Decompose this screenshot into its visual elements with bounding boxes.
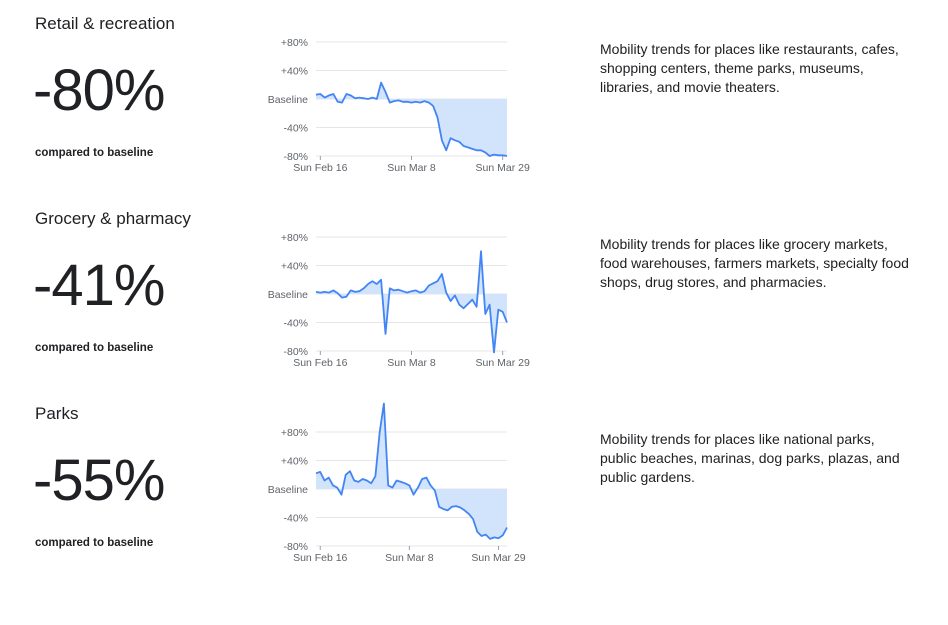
y-tick-label: Baseline bbox=[268, 94, 308, 106]
compared-label: compared to baseline bbox=[35, 537, 154, 549]
parks-chart: +80% +40% Baseline -40% -80%Sun Feb 16 Sun Ma… bbox=[268, 402, 526, 564]
y-tick-label: +40% bbox=[281, 261, 308, 273]
x-tick-label: Sun Mar 8 bbox=[387, 357, 436, 369]
series-line bbox=[315, 402, 508, 540]
y-tick-label: +80% bbox=[281, 232, 308, 244]
x-tick-label: Sun Feb 16 bbox=[293, 357, 347, 369]
category-title: Grocery & pharmacy bbox=[35, 209, 191, 228]
x-tick-label: Sun Mar 29 bbox=[476, 162, 530, 174]
y-tick-label: -40% bbox=[283, 513, 308, 525]
y-tick-label: +80% bbox=[281, 37, 308, 49]
y-tick-label: Baseline bbox=[268, 484, 308, 496]
series-area bbox=[316, 82, 507, 156]
category-title: Retail & recreation bbox=[35, 14, 175, 33]
x-tick-label: Sun Mar 8 bbox=[385, 552, 434, 564]
y-tick-label: -80% bbox=[283, 346, 308, 358]
compared-label: compared to baseline bbox=[35, 342, 154, 354]
retail-chart: +80% +40% Baseline -40% -80%Sun Feb 16 Sun Ma… bbox=[268, 37, 530, 174]
x-tick-label: Sun Feb 16 bbox=[293, 552, 347, 564]
series-line bbox=[315, 81, 508, 157]
y-tick-label: -80% bbox=[283, 151, 308, 163]
compared-label: compared to baseline bbox=[35, 147, 154, 159]
y-tick-label: +40% bbox=[281, 456, 308, 468]
grocery-section: Grocery & pharmacy -41% compared to base… bbox=[0, 195, 948, 390]
retail-section: Retail & recreation -80% compared to bas… bbox=[0, 0, 948, 195]
y-tick-label: -80% bbox=[283, 541, 308, 553]
x-tick-label: Sun Mar 29 bbox=[471, 552, 525, 564]
series-area bbox=[316, 403, 507, 539]
y-tick-label: Baseline bbox=[268, 289, 308, 301]
series-area bbox=[316, 251, 507, 353]
x-tick-label: Sun Mar 29 bbox=[476, 357, 530, 369]
headline-value: -80% bbox=[33, 58, 165, 123]
y-tick-label: -40% bbox=[283, 318, 308, 330]
x-tick-label: Sun Feb 16 bbox=[293, 162, 347, 174]
y-tick-label: -40% bbox=[283, 123, 308, 135]
y-tick-label: +80% bbox=[281, 427, 308, 439]
headline-value: -41% bbox=[33, 253, 165, 318]
x-tick-label: Sun Mar 8 bbox=[387, 162, 436, 174]
y-tick-label: +40% bbox=[281, 66, 308, 78]
headline-value: -55% bbox=[33, 448, 165, 513]
parks-section: Parks -55% compared to baseline +80% +40%… bbox=[0, 390, 948, 585]
series-line bbox=[315, 250, 508, 354]
category-title: Parks bbox=[35, 404, 79, 423]
category-description: Mobility trends for places like restaura… bbox=[600, 41, 899, 95]
grocery-chart: +80% +40% Baseline -40% -80%Sun Feb 16 Sun Ma… bbox=[268, 232, 530, 369]
category-description: Mobility trends for places like grocery … bbox=[600, 236, 909, 290]
category-description: Mobility trends for places like national… bbox=[600, 431, 900, 485]
